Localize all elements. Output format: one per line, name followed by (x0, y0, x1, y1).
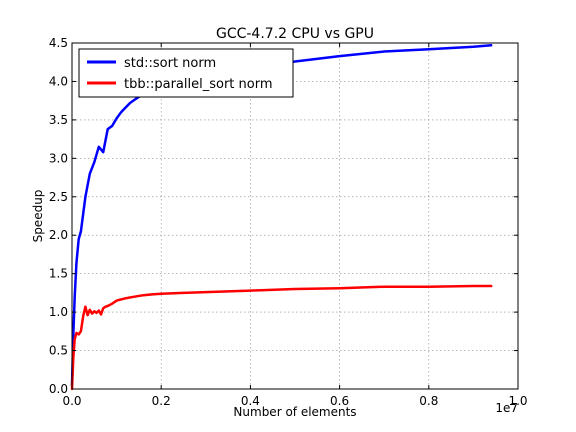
x-tick-label: 0.2 (152, 394, 171, 408)
x-tick-label: 0.8 (419, 394, 438, 408)
series-line-tbb-parallel-sort (70, 284, 493, 391)
y-tick-label: 2.0 (49, 228, 68, 242)
legend-label-std-sort: std::sort norm (124, 56, 216, 71)
x-tick-label: 0.4 (241, 394, 260, 408)
y-tick-label: 1.0 (49, 305, 68, 319)
x-tick-label: 1.0 (508, 394, 527, 408)
ticks (71, 42, 519, 390)
plot-area (72, 43, 518, 389)
axes-frame (71, 42, 519, 390)
y-axis-label: Speedup (31, 190, 45, 243)
y-tick-label: 0.0 (49, 382, 68, 396)
y-tick-labels: 0.0 0.5 1.0 1.5 2.0 2.5 3.0 3.5 4.0 4.5 (49, 36, 68, 396)
y-tick-label: 1.5 (49, 267, 68, 281)
x-tick-labels: 0.0 0.2 0.4 0.6 0.8 1.0 (62, 394, 527, 408)
y-tick-label: 3.0 (49, 151, 68, 165)
x-axis-label: Number of elements (233, 405, 356, 419)
y-tick-label: 4.5 (49, 36, 68, 50)
x-offset-label: 1e7 (495, 401, 518, 415)
legend-label-tbb-parallel-sort: tbb::parallel_sort norm (124, 77, 273, 92)
x-tick-label: 0.0 (62, 394, 81, 408)
y-tick-label: 0.5 (49, 344, 68, 358)
y-tick-label: 4.0 (49, 74, 68, 88)
legend: std::sort norm tbb::parallel_sort norm (78, 48, 294, 98)
series-line-std-sort (70, 44, 493, 387)
chart-title: GCC-4.7.2 CPU vs GPU (216, 26, 374, 42)
y-tick-label: 3.5 (49, 113, 68, 127)
legend-box (78, 48, 294, 98)
y-tick-label: 2.5 (49, 190, 68, 204)
series-layer (70, 44, 493, 391)
x-tick-label: 0.6 (330, 394, 349, 408)
